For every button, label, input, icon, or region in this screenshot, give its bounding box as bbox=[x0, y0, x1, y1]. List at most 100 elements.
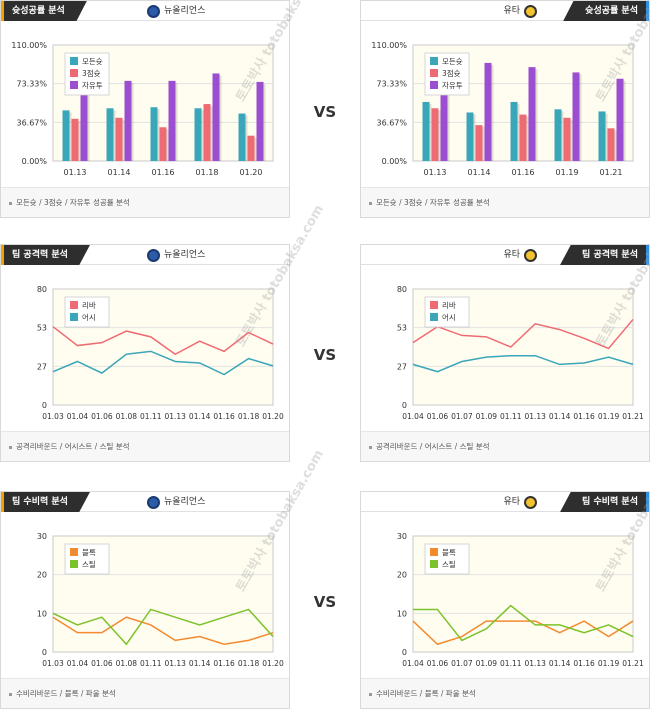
x-tick-label: 01.11 bbox=[140, 412, 162, 421]
defense-panel-right: 유타 팀 수비력 분석 0 10 20 30 01.04 01.06 01.07 01.09 0… bbox=[360, 491, 650, 709]
x-tick-label: 01.11 bbox=[500, 412, 522, 421]
shooting-panel-right: 유타 슛성공률 분석 0.00% 36.67% 73.33% 110.00% 01.13… bbox=[360, 0, 650, 218]
panel-header: 유타 팀 공격력 분석 bbox=[361, 245, 649, 265]
x-tick-label: 01.19 bbox=[598, 412, 620, 421]
y-tick-label: 110.00% bbox=[11, 41, 47, 50]
legend-label: 3점슛 bbox=[442, 68, 461, 78]
legend-label: 자유투 bbox=[442, 81, 463, 90]
y-tick-label: 10 bbox=[37, 609, 47, 618]
team-name: 유타 bbox=[503, 6, 520, 16]
y-tick-label: 10 bbox=[397, 609, 407, 618]
bullet-icon bbox=[9, 445, 12, 449]
section-title: 슛성공률 분석 bbox=[563, 1, 649, 21]
x-tick-label: 01.06 bbox=[427, 412, 449, 421]
bar bbox=[203, 104, 211, 161]
bar bbox=[159, 127, 167, 161]
footer-text: 수비리바운드 / 블록 / 파울 분석 bbox=[16, 689, 116, 698]
defense-chart-left: 0 10 20 30 01.03 01.04 01.06 01.08 01.11 01.13 01.… bbox=[1, 512, 289, 678]
team-name: 유타 bbox=[503, 250, 520, 260]
shooting-chart-left: 0.00% 36.67% 73.33% 110.00% 01.13 01.14 01.16 0… bbox=[1, 21, 289, 187]
x-tick-label: 01.08 bbox=[116, 659, 138, 668]
vs-label: VS bbox=[313, 346, 337, 364]
series-line bbox=[52, 608, 274, 646]
footer-text: 모든슛 / 3점슛 / 자유투 성공률 분석 bbox=[16, 198, 130, 207]
bar bbox=[71, 118, 79, 161]
bar bbox=[124, 80, 132, 161]
x-tick-label: 01.18 bbox=[196, 168, 219, 177]
x-tick-label: 01.13 bbox=[164, 412, 186, 421]
x-tick-label: 01.21 bbox=[600, 168, 623, 177]
x-tick-label: 01.06 bbox=[91, 659, 113, 668]
series-line bbox=[413, 604, 634, 642]
x-tick-label: 01.16 bbox=[512, 168, 535, 177]
panel-header: 슛성공률 분석 뉴올리언스 bbox=[1, 1, 289, 21]
section-title: 팀 수비력 분석 bbox=[560, 492, 649, 512]
panel-header: 유타 슛성공률 분석 bbox=[361, 1, 649, 21]
legend-label: 리바 bbox=[82, 300, 96, 310]
y-tick-label: 53 bbox=[37, 324, 47, 333]
vs-label: VS bbox=[313, 103, 337, 121]
legend-swatch bbox=[430, 313, 438, 321]
x-tick-label: 01.20 bbox=[262, 412, 284, 421]
y-tick-label: 27 bbox=[397, 362, 407, 371]
panel-footer: 모든슛 / 3점슛 / 자유투 성공률 분석 bbox=[1, 187, 289, 217]
x-tick-label: 01.04 bbox=[402, 412, 424, 421]
team-name: 뉴올리언스 bbox=[164, 497, 206, 507]
x-tick-label: 01.16 bbox=[213, 412, 235, 421]
legend-label: 어시 bbox=[442, 312, 456, 322]
bar bbox=[528, 67, 536, 161]
pelicans-logo-icon bbox=[147, 248, 160, 262]
y-tick-label: 36.67% bbox=[376, 118, 407, 127]
footer-text: 수비리바운드 / 블록 / 파울 분석 bbox=[376, 689, 476, 698]
x-tick-label: 01.07 bbox=[451, 412, 473, 421]
legend-label: 자유투 bbox=[82, 81, 103, 90]
legend-swatch bbox=[70, 69, 78, 77]
x-tick-label: 01.16 bbox=[573, 659, 595, 668]
x-tick-label: 01.20 bbox=[240, 168, 263, 177]
series-line bbox=[412, 354, 634, 373]
x-tick-label: 01.13 bbox=[424, 168, 447, 177]
footer-text: 공격리바운드 / 어시스트 / 스틸 분석 bbox=[16, 442, 130, 451]
y-tick-label: 20 bbox=[397, 571, 407, 580]
bar bbox=[150, 107, 158, 161]
defense-panel-left: 팀 수비력 분석 뉴올리언스 0 10 20 30 01.03 01.04 01.06 01.… bbox=[0, 491, 290, 709]
bar bbox=[519, 114, 527, 161]
x-tick-label: 01.13 bbox=[524, 412, 546, 421]
x-tick-label: 01.09 bbox=[476, 412, 498, 421]
offense-panel-left: 팀 공격력 분석 뉴올리언스 0 27 53 80 01.03 01.04 01.06 01.… bbox=[0, 244, 290, 462]
y-tick-label: 73.33% bbox=[16, 80, 47, 89]
series-line bbox=[52, 326, 274, 356]
y-tick-label: 30 bbox=[37, 532, 47, 541]
legend-swatch bbox=[430, 301, 438, 309]
x-tick-label: 01.11 bbox=[500, 659, 522, 668]
panel-footer: 공격리바운드 / 어시스트 / 스틸 분석 bbox=[1, 431, 289, 461]
bullet-icon bbox=[369, 201, 372, 205]
bar bbox=[572, 72, 580, 161]
bar bbox=[510, 101, 518, 161]
legend-label: 3점슛 bbox=[82, 68, 101, 78]
section-title: 팀 공격력 분석 bbox=[1, 245, 90, 265]
offense-chart-left: 0 27 53 80 01.03 01.04 01.06 01.08 01.11 01.13 01.… bbox=[1, 265, 289, 431]
x-tick-label: 01.20 bbox=[262, 659, 284, 668]
shooting-panel-left: 슛성공률 분석 뉴올리언스 0.00% 36.67% 73.33% 110.00% 01… bbox=[0, 0, 290, 218]
bar bbox=[554, 109, 562, 161]
x-tick-label: 01.14 bbox=[108, 168, 131, 177]
legend-swatch bbox=[70, 57, 78, 65]
legend-swatch bbox=[70, 313, 78, 321]
legend-swatch bbox=[430, 548, 438, 556]
x-tick-label: 01.16 bbox=[213, 659, 235, 668]
x-tick-label: 01.11 bbox=[140, 659, 162, 668]
bar bbox=[80, 91, 88, 161]
x-tick-label: 01.14 bbox=[189, 412, 211, 421]
series-line bbox=[52, 350, 274, 376]
offense-chart-right: 0 27 53 80 01.04 01.06 01.07 01.09 01.11 01.13 01.… bbox=[361, 265, 649, 431]
y-tick-label: 80 bbox=[37, 285, 47, 294]
panel-header: 팀 수비력 분석 뉴올리언스 bbox=[1, 492, 289, 512]
team-name: 뉴올리언스 bbox=[164, 250, 206, 260]
legend-swatch bbox=[70, 560, 78, 568]
jazz-logo-icon bbox=[524, 495, 537, 509]
vs-label: VS bbox=[313, 593, 337, 611]
legend-label: 리바 bbox=[442, 300, 456, 310]
team-name: 뉴올리언스 bbox=[164, 6, 206, 16]
bar bbox=[422, 101, 430, 161]
